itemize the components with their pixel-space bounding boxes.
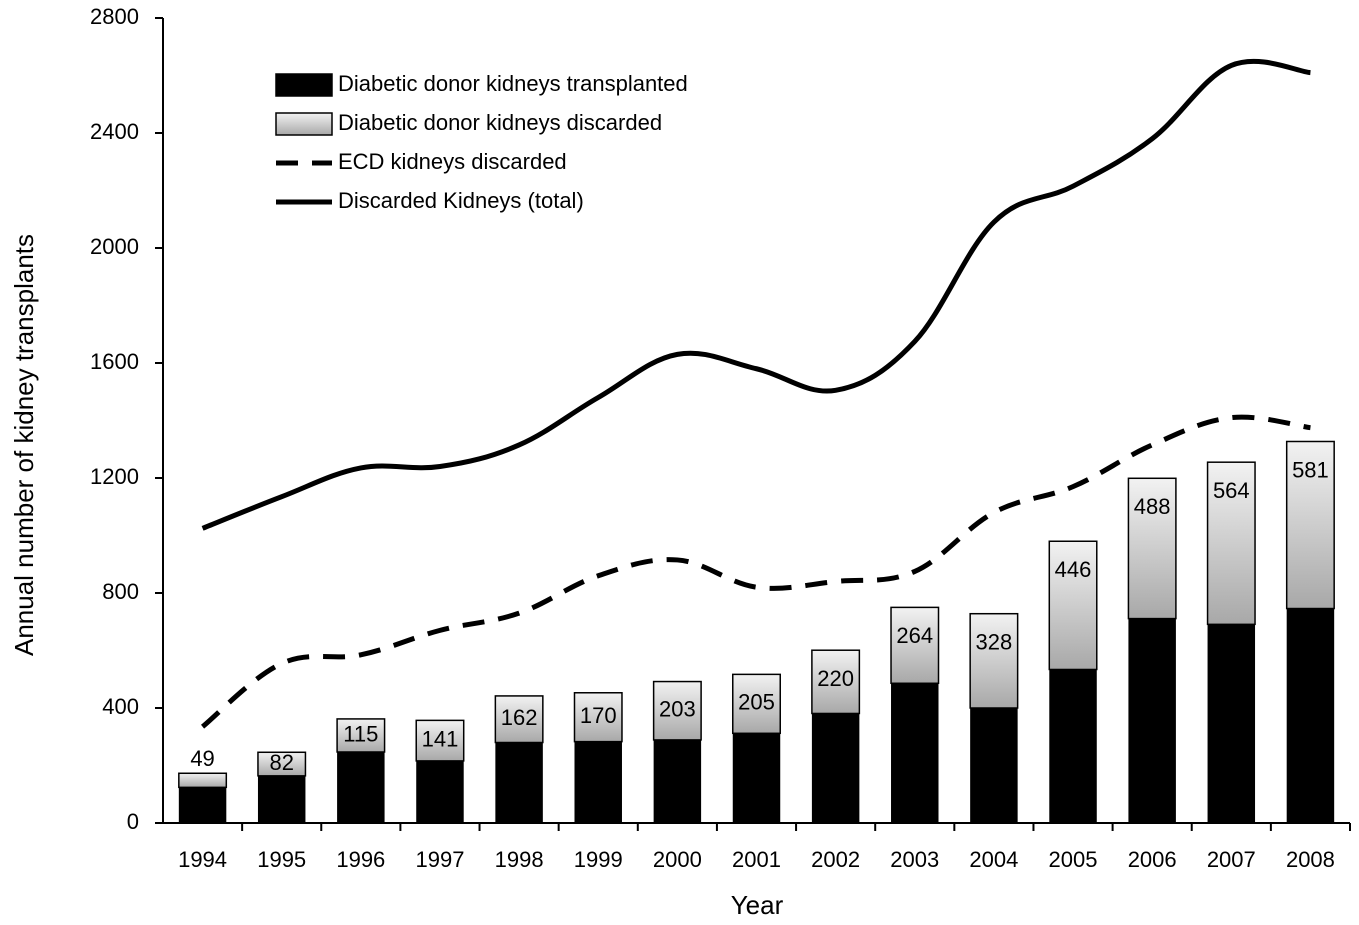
value-label: 400 — [976, 785, 1013, 810]
value-label: 162 — [501, 705, 538, 730]
value-label: 746 — [1292, 785, 1329, 810]
value-label: 203 — [659, 697, 696, 722]
bar — [811, 713, 860, 823]
value-label: 280 — [501, 785, 538, 810]
x-tick-label: 1995 — [257, 847, 306, 872]
bar — [1207, 624, 1256, 823]
bar — [1049, 669, 1097, 823]
bar — [337, 751, 385, 823]
legend-label: ECD kidneys discarded — [338, 149, 567, 174]
bar — [732, 673, 781, 735]
value-label: 283 — [580, 785, 617, 810]
y-tick-label: 400 — [102, 694, 139, 719]
value-label: 170 — [580, 703, 617, 728]
value-label: 328 — [976, 630, 1013, 655]
x-tick-label: 2004 — [969, 847, 1018, 872]
y-tick-label: 2800 — [90, 4, 139, 29]
bar — [574, 741, 622, 823]
value-label: 711 — [1135, 785, 1170, 810]
bar — [336, 718, 386, 753]
x-tick-label: 2006 — [1128, 847, 1177, 872]
legend-label: Diabetic donor kidneys discarded — [338, 110, 662, 135]
legend-swatch — [275, 112, 333, 136]
value-label: 381 — [817, 785, 854, 810]
value-label: 312 — [738, 785, 775, 810]
value-label: 264 — [896, 623, 933, 648]
x-axis-title: Year — [731, 890, 784, 920]
bar — [1048, 540, 1098, 671]
bar — [970, 708, 1018, 823]
value-label: 691 — [1213, 785, 1250, 810]
bar — [416, 760, 464, 823]
bar — [732, 733, 781, 823]
x-tick-label: 1996 — [336, 847, 385, 872]
legend-label: Diabetic donor kidneys transplanted — [338, 71, 688, 96]
bar — [969, 612, 1019, 709]
value-label: 581 — [1292, 457, 1329, 482]
x-tick-label: 1999 — [574, 847, 623, 872]
value-label: 488 — [1134, 494, 1171, 519]
bar — [1206, 461, 1256, 626]
bar — [257, 775, 306, 823]
bar — [811, 649, 861, 715]
value-label: 141 — [422, 726, 459, 751]
bar — [178, 772, 228, 789]
x-tick-label: 2008 — [1286, 847, 1335, 872]
x-tick-label: 2005 — [1049, 847, 1098, 872]
value-label: 164 — [263, 785, 300, 810]
bar — [494, 695, 544, 744]
value-label: 82 — [269, 750, 293, 775]
value-label: 446 — [1055, 557, 1092, 582]
x-tick-label: 2000 — [653, 847, 702, 872]
y-tick-label: 2000 — [90, 234, 139, 259]
x-tick-label: 2003 — [890, 847, 939, 872]
value-label: 216 — [422, 785, 459, 810]
bar — [257, 751, 307, 777]
x-tick-label: 1998 — [495, 847, 544, 872]
value-label: 534 — [1055, 785, 1092, 810]
y-axis-title: Annual number of kidney transplants — [9, 234, 39, 656]
bar — [415, 719, 465, 762]
bar — [653, 739, 702, 823]
line — [200, 414, 1311, 729]
x-tick-label: 2001 — [732, 847, 781, 872]
value-label: 486 — [896, 785, 933, 810]
y-tick-label: 0 — [127, 809, 139, 834]
legend-swatch — [275, 73, 333, 97]
value-label: 220 — [817, 666, 854, 691]
line — [201, 58, 1311, 531]
y-tick-label: 2400 — [90, 119, 139, 144]
bar — [891, 683, 939, 823]
bar — [573, 692, 623, 743]
value-label: 564 — [1213, 478, 1250, 503]
value-label: 115 — [343, 721, 378, 746]
value-label: 289 — [659, 785, 696, 810]
x-tick-label: 2002 — [811, 847, 860, 872]
bar — [178, 787, 227, 823]
y-tick-label: 1600 — [90, 349, 139, 374]
bar — [890, 606, 940, 685]
bar — [1128, 618, 1176, 823]
bar — [495, 742, 543, 823]
y-tick-label: 1200 — [90, 464, 139, 489]
bar — [1285, 440, 1335, 610]
x-tick-label: 1997 — [415, 847, 464, 872]
bar — [1127, 477, 1177, 620]
legend-label: Discarded Kidneys (total) — [338, 188, 584, 213]
bar — [652, 680, 702, 741]
value-label: 247 — [342, 785, 379, 810]
x-tick-label: 1994 — [178, 847, 227, 872]
bar — [1286, 608, 1335, 823]
value-label: 49 — [190, 746, 214, 771]
y-tick-label: 800 — [102, 579, 139, 604]
value-label: 205 — [738, 690, 775, 715]
x-tick-label: 2007 — [1207, 847, 1256, 872]
value-label: 124 — [184, 785, 221, 810]
